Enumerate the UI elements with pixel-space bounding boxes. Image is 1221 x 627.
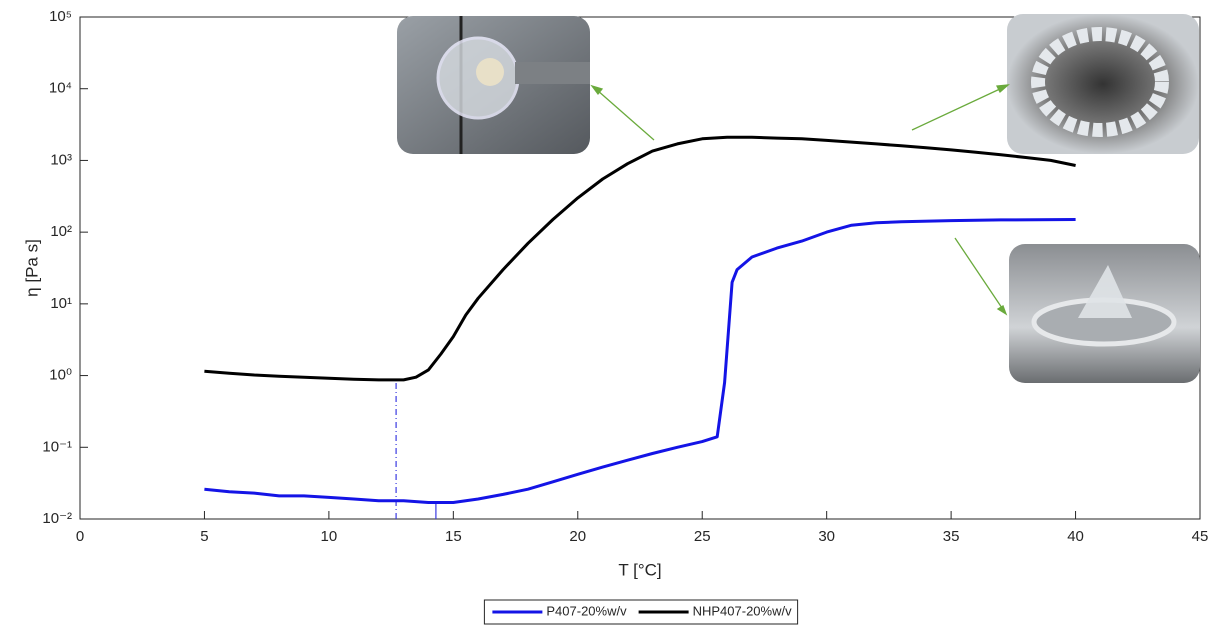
legend-label: P407-20%w/v <box>546 603 627 618</box>
y-tick-label: 10⁴ <box>49 80 72 97</box>
x-axis-label: T [°C] <box>618 560 661 579</box>
x-tick-label: 45 <box>1192 528 1209 545</box>
photo-inset <box>1009 244 1200 383</box>
x-tick-label: 30 <box>818 528 835 545</box>
x-tick-label: 5 <box>200 528 208 545</box>
y-tick-label: 10¹ <box>50 295 72 312</box>
x-tick-label: 10 <box>321 528 338 545</box>
x-tick-label: 15 <box>445 528 462 545</box>
x-tick-label: 35 <box>943 528 960 545</box>
legend: P407-20%w/v NHP407-20%w/v <box>483 599 799 625</box>
x-tick-label: 25 <box>694 528 711 545</box>
y-tick-label: 10⁻² <box>42 510 72 527</box>
legend-label: NHP407-20%w/v <box>693 603 792 618</box>
y-axis-label: η [Pa s] <box>22 239 41 297</box>
x-tick-label: 20 <box>569 528 586 545</box>
data-line <box>204 218 1076 504</box>
data-line <box>204 135 1076 382</box>
photo-inset <box>397 16 590 154</box>
y-tick-label: 10² <box>50 223 72 240</box>
y-tick-label: 10⁰ <box>49 367 72 384</box>
y-tick-label: 10⁻¹ <box>42 438 72 455</box>
y-tick-label: 10⁵ <box>49 8 72 25</box>
x-tick-label: 0 <box>76 528 84 545</box>
photo-inset <box>1007 14 1199 154</box>
arrow <box>590 84 1010 316</box>
x-tick-label: 40 <box>1067 528 1084 545</box>
y-tick-label: 10³ <box>50 151 72 168</box>
